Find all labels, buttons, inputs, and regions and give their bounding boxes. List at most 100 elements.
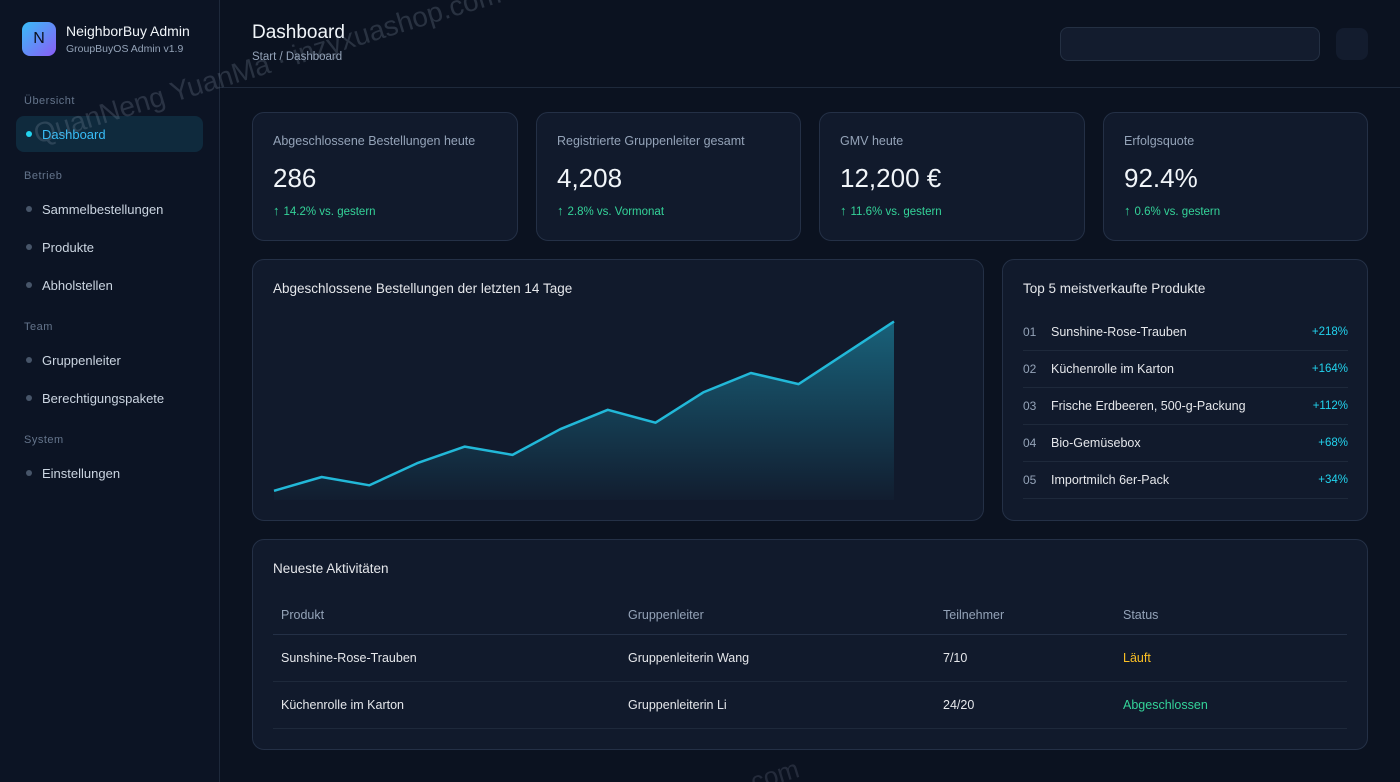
sidebar-item-label: Produkte	[42, 239, 95, 255]
watermark-fragment: .com	[740, 753, 803, 782]
stat-value: 92.4%	[1124, 163, 1198, 193]
sidebar-item-label: Gruppenleiter	[42, 352, 121, 368]
cell-leader: Gruppenleiterin Li	[628, 698, 727, 712]
header-action-button[interactable]	[1336, 28, 1368, 60]
column-header-leader: Gruppenleiter	[628, 607, 704, 622]
stat-delta-text: 11.6% vs. gestern	[850, 206, 942, 218]
stat-value: 12,200 €	[840, 163, 942, 193]
cell-product: Sunshine-Rose-Trauben	[281, 651, 417, 665]
sidebar-item-settings[interactable]: Einstellungen	[16, 455, 203, 491]
chart-card-orders-14-days: Abgeschlossene Bestellungen der letzten …	[252, 259, 984, 521]
section-label-overview: Übersicht	[24, 95, 75, 107]
status-badge: Läuft	[1123, 651, 1151, 665]
column-header-participants: Teilnehmer	[943, 607, 1005, 622]
brand-subtitle: GroupBuyOS Admin v1.9	[66, 43, 184, 55]
product-rank: 01	[1023, 325, 1037, 339]
product-growth: +34%	[1318, 474, 1348, 486]
list-item[interactable]: 05 Importmilch 6er-Pack +34%	[1023, 462, 1348, 499]
arrow-up-icon: ↑	[273, 203, 280, 218]
stat-value: 286	[273, 163, 317, 193]
section-label-system: System	[24, 434, 64, 446]
stat-card-gmv-today: GMV heute 12,200 € ↑ 11.6% vs. gestern	[819, 112, 1085, 241]
product-rank: 02	[1023, 362, 1037, 376]
product-rank: 04	[1023, 436, 1037, 450]
arrow-up-icon: ↑	[840, 203, 847, 218]
stat-label: Erfolgsquote	[1124, 134, 1195, 148]
cell-product: Küchenrolle im Karton	[281, 698, 404, 712]
top-products-card: Top 5 meistverkaufte Produkte 01 Sunshin…	[1002, 259, 1368, 521]
breadcrumb[interactable]: Start / Dashboard	[252, 51, 343, 63]
product-growth: +68%	[1318, 437, 1348, 449]
arrow-up-icon: ↑	[1124, 203, 1131, 218]
list-item[interactable]: 04 Bio-Gemüsebox +68%	[1023, 425, 1348, 462]
sidebar-item-group-orders[interactable]: Sammelbestellungen	[16, 191, 203, 227]
search-input[interactable]	[1060, 27, 1320, 61]
sidebar-item-label: Berechtigungspakete	[42, 390, 165, 406]
list-item[interactable]: 01 Sunshine-Rose-Trauben +218%	[1023, 314, 1348, 351]
product-name: Frische Erdbeeren, 500-g-Packung	[1051, 399, 1246, 413]
sidebar-item-label: Dashboard	[42, 126, 106, 142]
cell-participants: 24/20	[943, 698, 975, 712]
product-growth: +112%	[1312, 400, 1348, 412]
stat-label: GMV heute	[840, 134, 904, 148]
stat-delta-text: 0.6% vs. gestern	[1134, 206, 1221, 218]
sidebar-item-products[interactable]: Produkte	[16, 229, 203, 265]
sidebar-item-permission-packages[interactable]: Berechtigungspakete	[16, 380, 203, 416]
stat-delta: ↑ 0.6% vs. gestern	[1124, 203, 1220, 218]
activities-title: Neueste Aktivitäten	[273, 561, 389, 576]
bullet-icon	[26, 357, 32, 363]
sidebar-item-dashboard[interactable]: Dashboard	[16, 116, 203, 152]
section-label-operations: Betrieb	[24, 170, 63, 182]
header: Dashboard Start / Dashboard	[220, 0, 1400, 88]
list-item[interactable]: 02 Küchenrolle im Karton +164%	[1023, 351, 1348, 388]
top-products-title: Top 5 meistverkaufte Produkte	[1023, 281, 1206, 296]
column-header-status: Status	[1123, 607, 1159, 622]
status-badge: Abgeschlossen	[1123, 698, 1208, 712]
stat-delta-text: 14.2% vs. gestern	[283, 206, 376, 218]
orders-area-chart	[273, 320, 895, 500]
table-row[interactable]: Küchenrolle im Karton Gruppenleiterin Li…	[273, 682, 1347, 729]
product-name: Importmilch 6er-Pack	[1051, 473, 1170, 487]
sidebar: N NeighborBuy Admin GroupBuyOS Admin v1.…	[0, 0, 220, 782]
activities-card: Neueste Aktivitäten Produkt Gruppenleite…	[252, 539, 1368, 750]
product-name: Sunshine-Rose-Trauben	[1051, 325, 1187, 339]
section-label-team: Team	[24, 321, 53, 333]
chart-series-line	[273, 320, 895, 493]
stat-card-orders-today: Abgeschlossene Bestellungen heute 286 ↑ 1…	[252, 112, 518, 241]
stat-card-group-leaders: Registrierte Gruppenleiter gesamt 4,208 …	[536, 112, 801, 241]
bullet-icon	[26, 282, 32, 288]
product-name: Bio-Gemüsebox	[1051, 436, 1141, 450]
sidebar-item-pickup-points[interactable]: Abholstellen	[16, 267, 203, 303]
sidebar-item-label: Abholstellen	[42, 277, 113, 293]
stat-delta: ↑ 14.2% vs. gestern	[273, 203, 376, 218]
column-header-product: Produkt	[281, 607, 325, 622]
table-row[interactable]: Sunshine-Rose-Trauben Gruppenleiterin Wa…	[273, 635, 1347, 682]
bullet-icon	[26, 244, 32, 250]
active-dot-icon	[26, 131, 32, 137]
sidebar-item-label: Einstellungen	[42, 465, 121, 481]
chart-area-fill	[274, 321, 894, 500]
stat-value: 4,208	[557, 163, 623, 193]
table-header: Produkt Gruppenleiter Teilnehmer Status	[273, 595, 1347, 635]
brand[interactable]: N NeighborBuy Admin GroupBuyOS Admin v1.…	[22, 22, 190, 56]
product-growth: +218%	[1311, 326, 1348, 338]
bullet-icon	[26, 470, 32, 476]
stat-delta: ↑ 11.6% vs. gestern	[840, 203, 942, 218]
chart-title: Abgeschlossene Bestellungen der letzten …	[273, 281, 573, 296]
product-rank: 05	[1023, 473, 1037, 487]
arrow-up-icon: ↑	[557, 203, 564, 218]
bullet-icon	[26, 395, 32, 401]
page-title: Dashboard	[252, 22, 345, 43]
list-item[interactable]: 03 Frische Erdbeeren, 500-g-Packung +112…	[1023, 388, 1348, 425]
product-growth: +164%	[1311, 363, 1348, 375]
product-rank: 03	[1023, 399, 1037, 413]
cell-participants: 7/10	[943, 651, 968, 665]
stat-delta-text: 2.8% vs. Vormonat	[567, 206, 665, 218]
brand-logo: N	[22, 22, 56, 56]
stat-label: Registrierte Gruppenleiter gesamt	[557, 134, 745, 148]
product-name: Küchenrolle im Karton	[1051, 362, 1174, 376]
stat-card-success-rate: Erfolgsquote 92.4% ↑ 0.6% vs. gestern	[1103, 112, 1368, 241]
cell-leader: Gruppenleiterin Wang	[628, 651, 750, 665]
sidebar-item-group-leaders[interactable]: Gruppenleiter	[16, 342, 203, 378]
sidebar-item-label: Sammelbestellungen	[42, 201, 164, 217]
